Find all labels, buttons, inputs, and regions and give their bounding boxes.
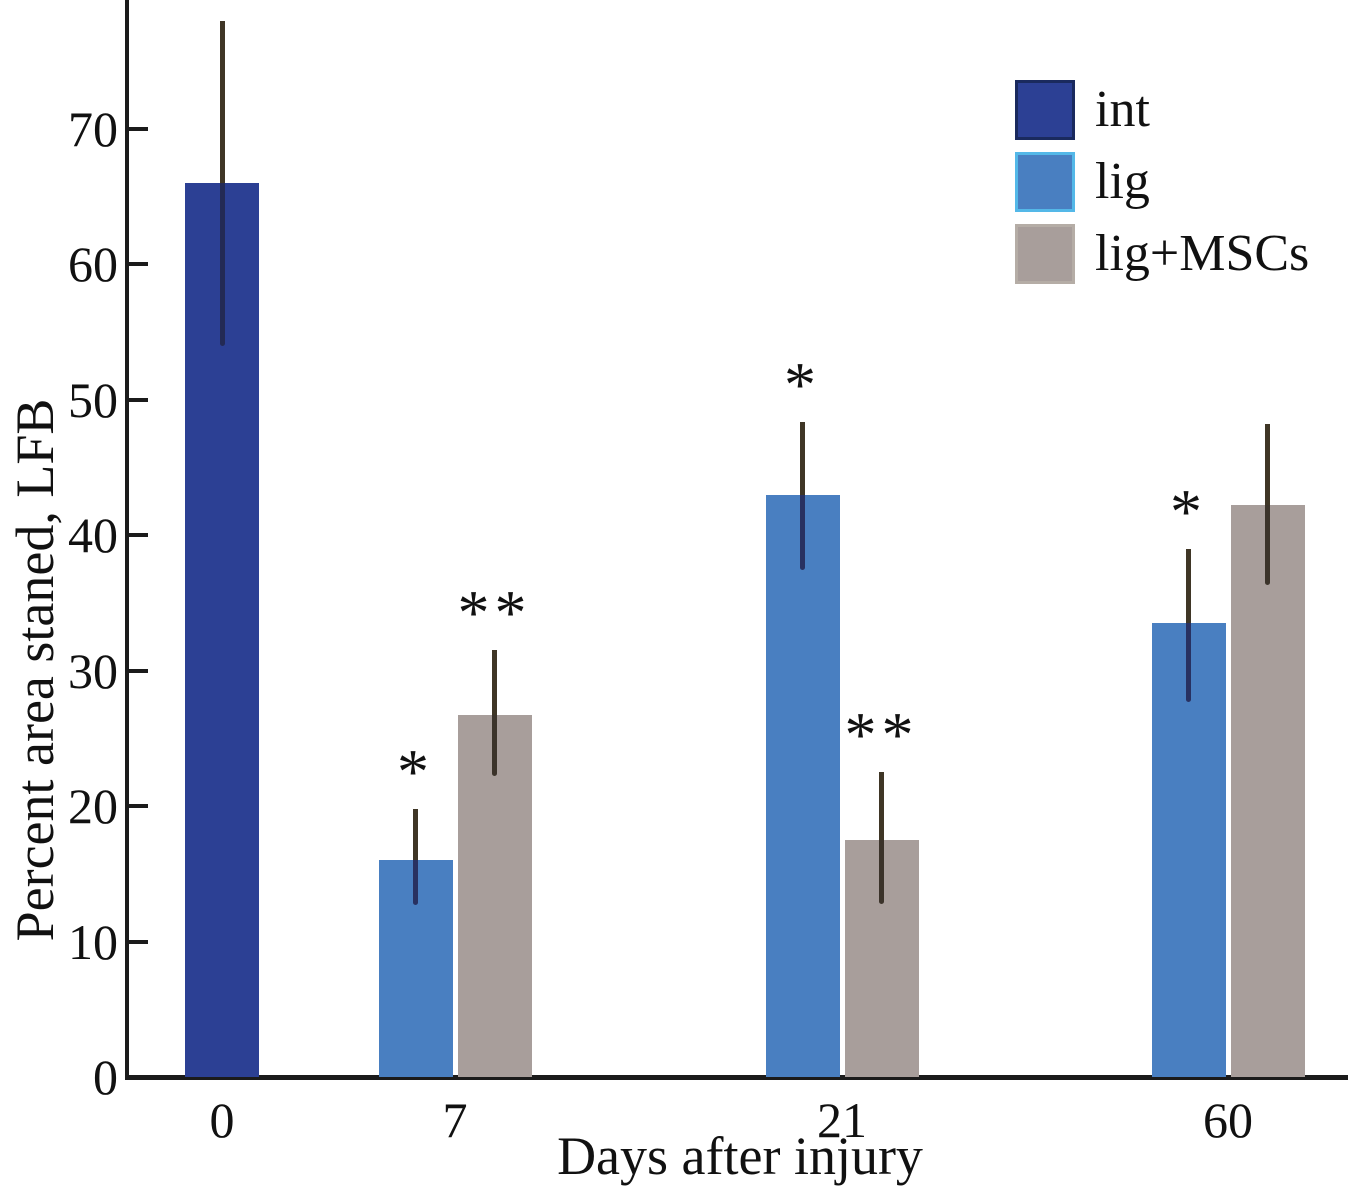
legend-label: int [1095,81,1150,138]
y-tick-label: 20 [68,778,118,835]
y-axis-line [125,0,129,1079]
legend-swatch-lig+MSCs [1015,224,1075,284]
x-tick-label: 60 [1203,1092,1253,1148]
bar-lig+MSCs-day60 [1230,505,1305,1077]
error-bar-upper [219,20,225,184]
significance-marker: ** [457,577,532,649]
error-bar-lower [1186,623,1191,702]
y-tick-label: 70 [68,100,118,157]
error-bar-lower [492,715,497,777]
y-axis-title: Percent area staned, LFB [5,398,65,942]
y-tick-mark [129,668,148,673]
legend-item-lig+MSCs: lig+MSCs [1015,224,1309,284]
y-tick-label: 10 [68,913,118,970]
y-tick-mark [129,533,148,538]
error-bar-lower [1265,505,1270,586]
error-bar-lower [800,494,805,571]
y-tick-mark [129,939,148,944]
x-axis-line [125,1075,1348,1080]
error-bar-upper [492,650,497,716]
x-axis-title: Days after injury [557,1126,923,1186]
x-tick-label: 0 [209,1092,235,1148]
significance-marker: * [1170,475,1207,547]
y-tick-label: 50 [68,371,118,428]
error-bar-upper [1186,548,1191,624]
legend-item-int: int [1015,80,1309,140]
y-tick-label: 30 [68,642,118,699]
bar-lig-day21 [765,494,840,1077]
y-tick-label: 40 [68,507,118,564]
error-bar-upper [1265,424,1270,506]
x-tick-label: 21 [817,1092,867,1148]
legend: int lig lig+MSCs [1015,80,1309,296]
x-tick-label: 7 [442,1092,468,1148]
y-tick-mark [129,804,148,809]
error-bar-lower [413,860,418,905]
legend-label: lig+MSCs [1095,225,1310,282]
legend-label: lig [1095,153,1150,210]
y-tick-mark [129,126,148,131]
error-bar-upper [879,772,884,840]
significance-marker: * [784,348,821,420]
y-tick-mark [129,262,148,267]
significance-marker: ** [844,699,919,771]
significance-marker: * [397,735,434,807]
legend-swatch-int [1015,80,1075,140]
y-tick-label: 60 [68,236,118,293]
error-bar-upper [800,421,805,495]
error-bar-lower [879,839,884,904]
y-tick-label: 0 [93,1049,118,1105]
error-bar-lower [219,183,225,346]
legend-swatch-lig [1015,152,1075,212]
error-bar-upper [413,808,418,861]
y-tick-mark [129,397,148,402]
legend-item-lig: lig [1015,152,1309,212]
